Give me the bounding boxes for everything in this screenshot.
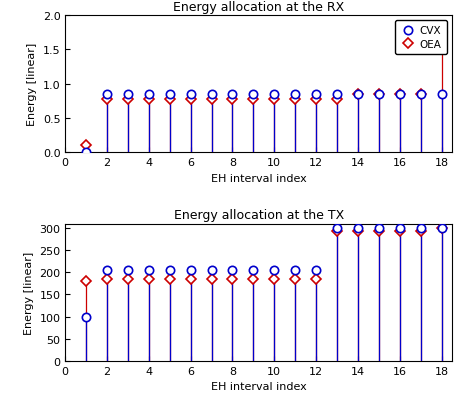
CVX <box>104 268 110 273</box>
CVX <box>167 92 172 97</box>
CVX <box>439 226 445 231</box>
CVX <box>376 92 382 97</box>
OEA <box>125 277 131 282</box>
OEA <box>293 277 298 282</box>
OEA <box>293 97 298 102</box>
Title: Energy allocation at the RX: Energy allocation at the RX <box>173 0 344 14</box>
OEA <box>83 279 89 284</box>
OEA <box>167 277 172 282</box>
CVX <box>376 226 382 231</box>
CVX <box>313 92 319 97</box>
CVX <box>251 268 256 273</box>
CVX <box>125 92 131 97</box>
CVX <box>188 268 193 273</box>
OEA <box>230 277 235 282</box>
OEA <box>230 97 235 102</box>
OEA <box>355 229 361 234</box>
OEA <box>188 277 193 282</box>
Title: Energy allocation at the TX: Energy allocation at the TX <box>173 209 344 221</box>
OEA <box>146 97 151 102</box>
OEA <box>397 229 403 234</box>
CVX <box>83 314 89 319</box>
Line: CVX: CVX <box>82 224 446 321</box>
CVX <box>209 268 214 273</box>
CVX <box>334 226 340 231</box>
CVX <box>439 92 445 97</box>
OEA <box>334 229 340 234</box>
CVX <box>188 92 193 97</box>
OEA <box>418 229 424 234</box>
OEA <box>104 277 110 282</box>
OEA <box>251 97 256 102</box>
OEA <box>334 97 340 102</box>
CVX <box>272 268 277 273</box>
CVX <box>251 92 256 97</box>
OEA <box>355 92 361 97</box>
OEA <box>418 92 424 97</box>
CVX <box>146 92 151 97</box>
CVX <box>230 92 235 97</box>
CVX <box>83 150 89 155</box>
CVX <box>125 268 131 273</box>
CVX <box>209 92 214 97</box>
OEA <box>209 97 214 102</box>
CVX <box>334 92 340 97</box>
Legend: CVX, OEA: CVX, OEA <box>395 21 447 55</box>
CVX <box>293 268 298 273</box>
OEA <box>313 277 319 282</box>
X-axis label: EH interval index: EH interval index <box>211 381 307 391</box>
OEA <box>397 92 403 97</box>
OEA <box>376 229 382 234</box>
CVX <box>104 92 110 97</box>
OEA <box>83 144 89 148</box>
X-axis label: EH interval index: EH interval index <box>211 173 307 183</box>
OEA <box>376 92 382 97</box>
OEA <box>104 97 110 102</box>
OEA <box>439 226 445 231</box>
Line: OEA: OEA <box>82 225 445 285</box>
OEA <box>188 97 193 102</box>
CVX <box>418 226 424 231</box>
OEA <box>209 277 214 282</box>
OEA <box>251 277 256 282</box>
OEA <box>272 97 277 102</box>
CVX <box>418 92 424 97</box>
CVX <box>397 92 403 97</box>
OEA <box>146 277 151 282</box>
OEA <box>439 31 445 36</box>
CVX <box>167 268 172 273</box>
Y-axis label: Energy [linear]: Energy [linear] <box>27 43 37 126</box>
CVX <box>355 226 361 231</box>
Y-axis label: Energy [linear]: Energy [linear] <box>24 251 34 334</box>
OEA <box>125 97 131 102</box>
Line: OEA: OEA <box>82 30 445 150</box>
CVX <box>397 226 403 231</box>
CVX <box>313 268 319 273</box>
CVX <box>230 268 235 273</box>
OEA <box>313 97 319 102</box>
OEA <box>272 277 277 282</box>
OEA <box>167 97 172 102</box>
CVX <box>272 92 277 97</box>
CVX <box>293 92 298 97</box>
Line: CVX: CVX <box>82 91 446 157</box>
CVX <box>355 92 361 97</box>
CVX <box>146 268 151 273</box>
